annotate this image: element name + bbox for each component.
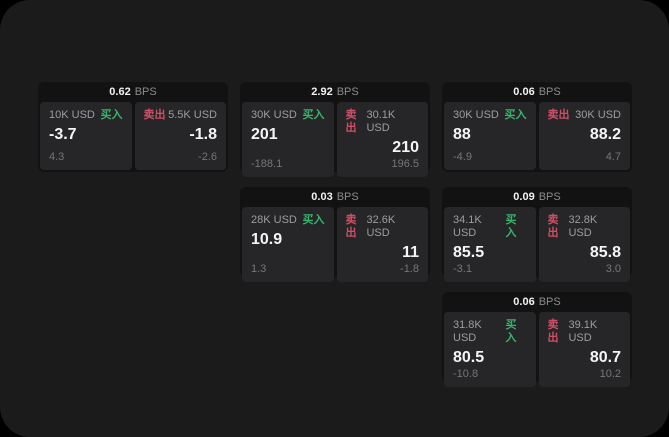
quote-card: 0.06 BPS 31.8K USD 买入 80.5 -10.8 卖出 39.1… xyxy=(442,292,632,387)
sell-label: 卖出 xyxy=(547,319,559,344)
bps-unit-label: BPS xyxy=(538,191,561,203)
bps-unit-label: BPS xyxy=(538,296,561,308)
card-body: 34.1K USD 买入 85.5 -3.1 卖出 32.8K USD 85.8… xyxy=(442,207,632,284)
buy-amount: 34.1K USD xyxy=(453,214,482,239)
sell-price: 210 xyxy=(392,139,419,156)
buy-price: 10.9 xyxy=(251,231,283,248)
sell-amount: 30.1K USD xyxy=(366,109,396,134)
buy-panel[interactable]: 10K USD 买入 -3.7 4.3 xyxy=(40,102,132,170)
buy-delta: 1.3 xyxy=(251,263,267,275)
bps-value: 0.09 xyxy=(513,191,535,203)
sell-delta: 10.2 xyxy=(599,368,621,380)
quote-cards-grid: 0.62 BPS 10K USD 买入 -3.7 4.3 卖出 5.5K USD xyxy=(38,82,632,387)
sell-delta: -1.8 xyxy=(400,263,419,275)
buy-amount: 30K USD xyxy=(251,109,297,121)
buy-amount: 10K USD xyxy=(49,109,95,121)
buy-price: -3.7 xyxy=(49,126,77,143)
quote-card: 0.62 BPS 10K USD 买入 -3.7 4.3 卖出 5.5K USD xyxy=(38,82,228,172)
sell-panel[interactable]: 卖出 5.5K USD -1.8 -2.6 xyxy=(134,102,226,170)
card-header: 2.92 BPS xyxy=(240,82,430,102)
sell-price: 80.7 xyxy=(589,349,621,366)
card-header: 0.06 BPS xyxy=(442,82,632,102)
buy-panel[interactable]: 31.8K USD 买入 80.5 -10.8 xyxy=(444,312,536,387)
sell-amount: 32.6K USD xyxy=(366,214,396,239)
sell-delta: 4.7 xyxy=(605,151,621,163)
buy-panel[interactable]: 34.1K USD 买入 85.5 -3.1 xyxy=(444,207,536,282)
quote-card: 2.92 BPS 30K USD 买入 201 -188.1 卖出 30.1K … xyxy=(240,82,430,177)
sell-amount: 30K USD xyxy=(575,109,621,121)
buy-amount: 30K USD xyxy=(453,109,499,121)
buy-label: 买入 xyxy=(302,214,325,226)
buy-delta: -4.9 xyxy=(453,151,472,163)
buy-price: 85.5 xyxy=(453,244,485,261)
buy-price: 88 xyxy=(453,126,471,143)
buy-label: 买入 xyxy=(505,214,517,239)
buy-panel[interactable]: 28K USD 买入 10.9 1.3 xyxy=(242,207,334,282)
card-body: 28K USD 买入 10.9 1.3 卖出 32.6K USD 11 -1.8 xyxy=(240,207,430,284)
buy-delta: -3.1 xyxy=(453,263,472,275)
buy-amount: 28K USD xyxy=(251,214,297,226)
card-header: 0.03 BPS xyxy=(240,187,430,207)
bps-unit-label: BPS xyxy=(336,86,359,98)
sell-panel[interactable]: 卖出 32.8K USD 85.8 3.0 xyxy=(538,207,630,282)
sell-label: 卖出 xyxy=(345,214,357,239)
card-header: 0.62 BPS xyxy=(38,82,228,102)
card-body: 30K USD 买入 88 -4.9 卖出 30K USD 88.2 4.7 xyxy=(442,102,632,172)
buy-delta: 4.3 xyxy=(49,151,65,163)
card-header: 0.09 BPS xyxy=(442,187,632,207)
sell-price: 85.8 xyxy=(589,244,621,261)
bps-value: 0.03 xyxy=(311,191,333,203)
sell-delta: 196.5 xyxy=(391,158,419,170)
sell-delta: 3.0 xyxy=(605,263,621,275)
sell-panel[interactable]: 卖出 32.6K USD 11 -1.8 xyxy=(336,207,428,282)
sell-label: 卖出 xyxy=(547,109,570,121)
buy-delta: -10.8 xyxy=(453,368,479,380)
quote-card: 0.09 BPS 34.1K USD 买入 85.5 -3.1 卖出 32.8K… xyxy=(442,187,632,282)
buy-panel[interactable]: 30K USD 买入 201 -188.1 xyxy=(242,102,334,177)
bps-unit-label: BPS xyxy=(538,86,561,98)
sell-amount: 39.1K USD xyxy=(568,319,598,344)
bps-value: 2.92 xyxy=(311,86,333,98)
buy-price: 201 xyxy=(251,126,278,143)
bps-unit-label: BPS xyxy=(336,191,359,203)
sell-price: 11 xyxy=(402,244,419,261)
buy-label: 买入 xyxy=(100,109,123,121)
card-header: 0.06 BPS xyxy=(442,292,632,312)
sell-panel[interactable]: 卖出 30.1K USD 210 196.5 xyxy=(336,102,428,177)
card-body: 30K USD 买入 201 -188.1 卖出 30.1K USD 210 1… xyxy=(240,102,430,179)
sell-price: -1.8 xyxy=(189,126,217,143)
buy-label: 买入 xyxy=(505,319,517,344)
buy-amount: 31.8K USD xyxy=(453,319,482,344)
buy-label: 买入 xyxy=(302,109,325,121)
sell-panel[interactable]: 卖出 39.1K USD 80.7 10.2 xyxy=(538,312,630,387)
quote-card: 0.03 BPS 28K USD 买入 10.9 1.3 卖出 32.6K US… xyxy=(240,187,430,282)
sell-amount: 32.8K USD xyxy=(568,214,598,239)
sell-delta: -2.6 xyxy=(198,151,217,163)
buy-panel[interactable]: 30K USD 买入 88 -4.9 xyxy=(444,102,536,170)
bps-value: 0.06 xyxy=(513,296,535,308)
sell-panel[interactable]: 卖出 30K USD 88.2 4.7 xyxy=(538,102,630,170)
bps-unit-label: BPS xyxy=(134,86,157,98)
buy-label: 买入 xyxy=(504,109,527,121)
sell-price: 88.2 xyxy=(589,126,621,143)
sell-label: 卖出 xyxy=(345,109,357,134)
buy-delta: -188.1 xyxy=(251,158,283,170)
buy-price: 80.5 xyxy=(453,349,485,366)
bps-value: 0.62 xyxy=(109,86,131,98)
quote-card: 0.06 BPS 30K USD 买入 88 -4.9 卖出 30K USD xyxy=(442,82,632,172)
card-body: 10K USD 买入 -3.7 4.3 卖出 5.5K USD -1.8 -2.… xyxy=(38,102,228,172)
sell-label: 卖出 xyxy=(547,214,559,239)
bps-value: 0.06 xyxy=(513,86,535,98)
sell-label: 卖出 xyxy=(143,109,166,121)
sell-amount: 5.5K USD xyxy=(168,109,217,121)
card-body: 31.8K USD 买入 80.5 -10.8 卖出 39.1K USD 80.… xyxy=(442,312,632,389)
